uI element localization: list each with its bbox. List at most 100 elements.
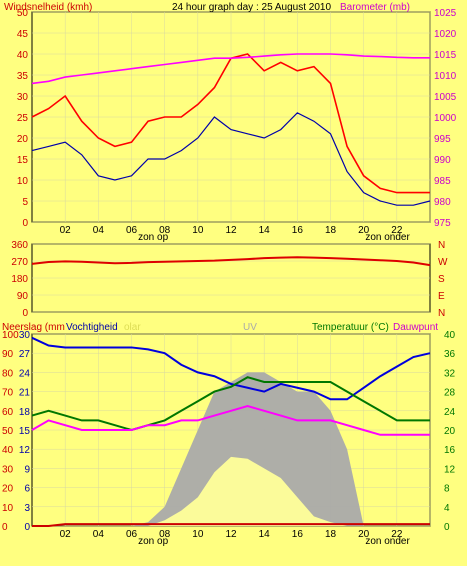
direction-y-tick-label: 270	[11, 257, 28, 268]
wind-x-tick-label: 14	[259, 225, 271, 236]
climate-x-tick-label: 02	[60, 529, 72, 540]
climate-x-tick-label: 04	[93, 529, 105, 540]
humidity-y-tick-label: 10	[2, 503, 14, 514]
temperature-y-tick-label: 24	[444, 407, 456, 418]
barometer-y-tick-label: 1005	[434, 92, 457, 103]
direction-compass-label: W	[438, 257, 448, 268]
series-temperatuur	[31, 376, 430, 432]
chart-title: 24 hour graph day : 25 August 2010	[172, 2, 331, 13]
direction-compass-label: E	[438, 291, 445, 302]
wind-x-tick-label: 12	[225, 225, 237, 236]
humidity-y-tick-label: 100	[2, 330, 19, 341]
direction-y-tick-label: 0	[22, 308, 28, 319]
direction-compass-label: N	[438, 240, 445, 251]
rain-y-tick-label: 15	[19, 426, 31, 437]
temperature-y-tick-label: 4	[444, 503, 450, 514]
humidity-y-tick-label: 50	[2, 426, 14, 437]
barometer-y-tick-label: 1015	[434, 50, 457, 61]
wind-x-tick-label: 10	[192, 225, 204, 236]
temperature-y-tick-label: 0	[444, 522, 450, 533]
temperature-y-tick-label: 40	[444, 330, 456, 341]
wind-y-tick-label: 20	[17, 134, 29, 145]
wind-x-tick-label: 16	[292, 225, 304, 236]
rain-y-tick-label: 3	[24, 503, 30, 514]
climate-x-tick-label: 10	[192, 529, 204, 540]
temperature-y-tick-label: 36	[444, 349, 456, 360]
temperature-y-tick-label: 16	[444, 445, 456, 456]
temperature-y-tick-label: 28	[444, 388, 456, 399]
climate-x-tick-label: 18	[325, 529, 337, 540]
series-dauwpunt	[31, 404, 430, 436]
rain-y-tick-label: 0	[24, 522, 30, 533]
wind-x-tick-label: 02	[60, 225, 72, 236]
barometer-y-tick-label: 1010	[434, 71, 457, 82]
wind-y-tick-label: 30	[17, 92, 29, 103]
temperature-y-tick-label: 32	[444, 368, 456, 379]
temperature-axis-title: Temperatuur (°C)	[312, 322, 389, 333]
direction-y-tick-label: 90	[17, 291, 29, 302]
temperature-y-tick-label: 12	[444, 464, 456, 475]
sunset-label: zon onder	[365, 536, 410, 547]
direction-compass-label: N	[438, 308, 445, 319]
wind-y-tick-label: 35	[17, 71, 29, 82]
humidity-y-tick-label: 20	[2, 484, 14, 495]
wind-y-tick-label: 0	[22, 218, 28, 229]
rain-axis-title: Neerslag (mm	[2, 322, 65, 333]
wind-y-tick-label: 15	[17, 155, 29, 166]
direction-y-tick-label: 360	[11, 240, 28, 251]
barometer-y-tick-label: 985	[434, 176, 451, 187]
wind-x-tick-label: 20	[358, 225, 370, 236]
humidity-y-tick-label: 70	[2, 388, 14, 399]
wind-y-tick-label: 45	[17, 29, 29, 40]
series-solar	[32, 372, 430, 526]
humidity-y-tick-label: 90	[2, 349, 14, 360]
barometer-y-tick-label: 1025	[434, 8, 457, 19]
climate-x-tick-label: 20	[358, 529, 370, 540]
barometer-y-tick-label: 975	[434, 218, 451, 229]
series-uv	[32, 456, 430, 526]
barometer-y-tick-label: 1000	[434, 113, 457, 124]
humidity-y-tick-label: 60	[2, 407, 14, 418]
temperature-y-tick-label: 8	[444, 484, 450, 495]
rain-y-tick-label: 6	[24, 484, 30, 495]
wind-x-tick-label: 04	[93, 225, 105, 236]
humidity-y-tick-label: 30	[2, 464, 14, 475]
series-vochtigheid	[31, 336, 431, 401]
series-windrichting	[31, 256, 431, 267]
climate-x-tick-label: 06	[126, 529, 138, 540]
wind-y-tick-label: 10	[17, 176, 29, 187]
dewpoint-axis-title: Dauwpunt	[393, 322, 438, 333]
sunrise-label: zon op	[138, 232, 168, 243]
wind-y-tick-label: 25	[17, 113, 29, 124]
rain-y-tick-label: 18	[19, 407, 31, 418]
series-windstoot	[31, 112, 431, 206]
direction-y-tick-label: 180	[11, 274, 28, 285]
sunset-label: zon onder	[365, 232, 410, 243]
uv-axis-title: UV	[243, 322, 257, 333]
rain-y-tick-label: 30	[19, 330, 31, 341]
wind-x-tick-label: 06	[126, 225, 138, 236]
barometer-y-tick-label: 980	[434, 197, 451, 208]
rain-y-tick-label: 9	[24, 464, 30, 475]
humidity-axis-title: Vochtigheid	[66, 322, 118, 333]
climate-x-tick-label: 22	[391, 529, 403, 540]
rain-y-tick-label: 27	[19, 349, 31, 360]
barometer-y-tick-label: 995	[434, 134, 451, 145]
climate-x-tick-label: 08	[159, 529, 171, 540]
series-neerslag	[32, 523, 430, 527]
direction-compass-label: S	[438, 274, 445, 285]
wind-y-tick-label: 50	[17, 8, 29, 19]
barometer-axis-title: Barometer (mb)	[340, 2, 410, 13]
wind-x-tick-label: 22	[391, 225, 403, 236]
barometer-y-tick-label: 990	[434, 155, 451, 166]
rain-y-tick-label: 12	[19, 445, 31, 456]
series-barometer	[31, 53, 430, 85]
rain-y-tick-label: 24	[19, 368, 31, 379]
wind-x-tick-label: 08	[159, 225, 171, 236]
solar-axis-title: olar	[124, 322, 141, 333]
wind-axis-title: Windsnelheid (kmh)	[4, 2, 92, 13]
climate-x-tick-label: 12	[225, 529, 237, 540]
rain-y-tick-label: 21	[19, 388, 31, 399]
